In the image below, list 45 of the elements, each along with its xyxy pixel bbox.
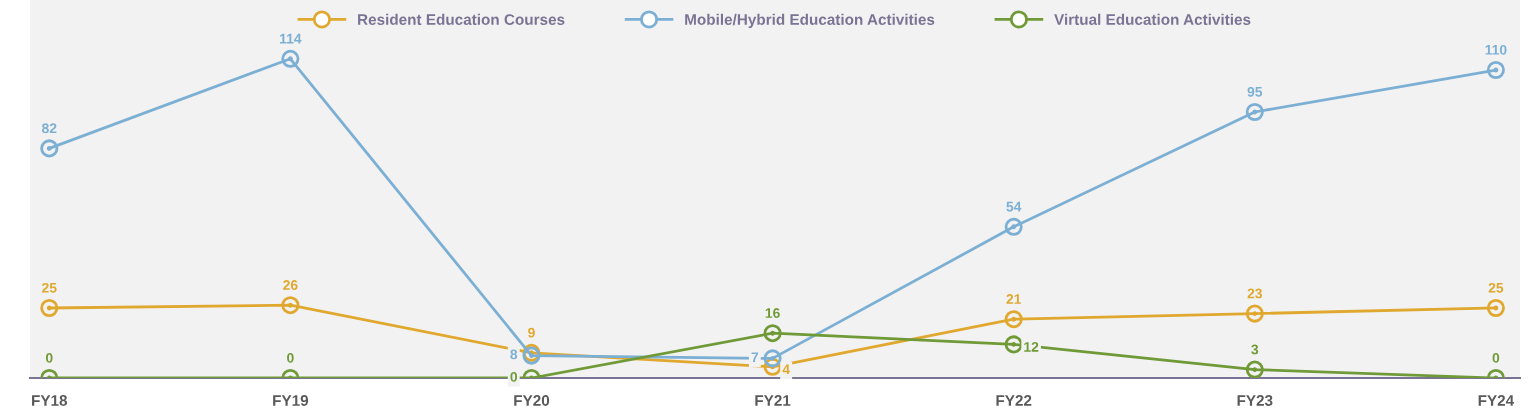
point bbox=[40, 139, 59, 158]
point bbox=[1486, 298, 1505, 318]
legend-label: Virtual Education Activities bbox=[1054, 13, 1251, 25]
data-label: 16 bbox=[765, 308, 780, 318]
data-label: 12 bbox=[1024, 341, 1039, 352]
data-label: 26 bbox=[283, 280, 298, 290]
data-label: 4 bbox=[782, 364, 790, 375]
x-tick-label: FY19 bbox=[273, 395, 309, 406]
data-label: 3 bbox=[1251, 344, 1259, 355]
data-label: 25 bbox=[1488, 282, 1504, 293]
x-tick-label: FY20 bbox=[514, 395, 550, 406]
data-label: 54 bbox=[1006, 201, 1022, 212]
x-tick-label: FY24 bbox=[1478, 395, 1515, 406]
x-tick-label: FY23 bbox=[1237, 395, 1273, 406]
point bbox=[1004, 310, 1023, 329]
x-tick-label: FY22 bbox=[996, 395, 1032, 406]
point bbox=[1245, 304, 1264, 323]
point bbox=[1486, 60, 1505, 80]
point bbox=[281, 49, 300, 68]
point bbox=[763, 349, 782, 368]
data-label: 0 bbox=[1492, 352, 1500, 363]
data-label: 9 bbox=[528, 327, 535, 338]
legend-label: Mobile/Hybrid Education Activities bbox=[685, 13, 935, 28]
x-tick-label: FY18 bbox=[32, 395, 68, 406]
point bbox=[1004, 335, 1023, 354]
data-label: 114 bbox=[280, 33, 302, 44]
legend-label: Resident Education Courses bbox=[358, 13, 565, 25]
point bbox=[1245, 102, 1264, 122]
point bbox=[1245, 360, 1264, 378]
point bbox=[40, 298, 59, 318]
data-label: 23 bbox=[1247, 288, 1263, 299]
point bbox=[1004, 217, 1023, 236]
data-label: 0 bbox=[287, 352, 294, 363]
data-label: 95 bbox=[1247, 86, 1263, 97]
data-label: 82 bbox=[42, 123, 57, 134]
point bbox=[763, 324, 782, 343]
data-label: 21 bbox=[1006, 294, 1022, 304]
data-label: 25 bbox=[42, 282, 57, 293]
data-label: 0 bbox=[510, 371, 518, 382]
data-label: 8 bbox=[510, 349, 518, 360]
x-tick-label: FY21 bbox=[755, 395, 791, 406]
data-label: 7 bbox=[751, 352, 759, 362]
data-label: 110 bbox=[1485, 44, 1507, 55]
point bbox=[281, 296, 300, 315]
data-label: 0 bbox=[45, 352, 53, 363]
